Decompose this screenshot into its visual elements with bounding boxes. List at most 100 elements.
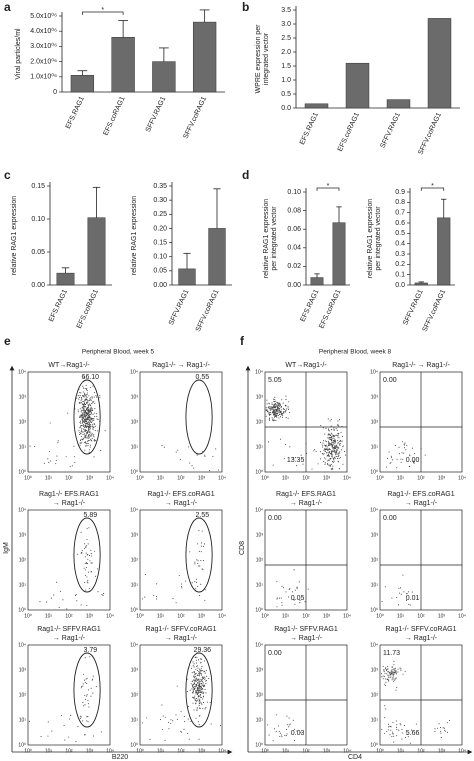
event-dot: [85, 433, 87, 435]
event-dot: [81, 419, 83, 421]
event-dot: [275, 405, 277, 407]
panel-label: c: [4, 168, 11, 182]
event-dot: [279, 402, 281, 404]
event-dot: [103, 592, 105, 595]
event-dot: [300, 731, 302, 733]
event-dot: [84, 442, 87, 444]
event-dot: [203, 676, 205, 678]
event-dot: [84, 681, 86, 683]
event-dot: [88, 413, 90, 415]
event-dot: [87, 415, 89, 417]
x-tick-label: 10¹: [45, 748, 53, 754]
event-dot: [332, 450, 334, 452]
y-tick-label: 10²: [371, 692, 379, 698]
event-dot: [273, 411, 275, 413]
event-dot: [196, 707, 198, 709]
event-dot: [104, 430, 106, 432]
event-dot: [392, 669, 394, 671]
event-dot: [424, 454, 426, 456]
event-dot: [200, 667, 202, 669]
event-dot: [80, 410, 82, 412]
x-tick-label: 10¹: [45, 613, 53, 619]
event-dot: [91, 421, 93, 423]
event-dot: [196, 665, 199, 667]
event-dot: [141, 598, 143, 600]
event-dot: [92, 678, 94, 680]
event-dot: [191, 688, 193, 690]
event-dot: [89, 404, 91, 406]
event-dot: [344, 451, 346, 453]
event-dot: [84, 574, 87, 576]
event-dot: [95, 396, 98, 398]
event-dot: [282, 412, 284, 414]
event-dot: [194, 680, 196, 683]
event-dot: [77, 395, 79, 397]
event-dot: [83, 401, 85, 403]
event-dot: [180, 711, 182, 713]
event-dot: [82, 391, 84, 393]
event-dot: [384, 675, 386, 677]
event-dot: [329, 434, 332, 437]
event-dot: [92, 423, 94, 425]
event-dot: [337, 424, 339, 426]
event-dot: [92, 413, 94, 415]
x-tick-label: 10⁰: [376, 475, 384, 481]
event-dot: [323, 460, 325, 463]
event-dot: [102, 594, 104, 596]
event-dot: [273, 403, 275, 405]
event-dot: [444, 730, 446, 732]
event-dot: [79, 717, 81, 719]
event-dot: [340, 456, 342, 459]
event-dot: [83, 428, 85, 430]
y-axis-label: relative RAG1 expression: [263, 199, 270, 278]
y-tick-label: 0.1: [395, 272, 405, 279]
event-dot: [382, 678, 384, 680]
event-dot: [101, 593, 103, 596]
event-dot: [86, 562, 88, 565]
event-dot: [271, 407, 273, 409]
event-dot: [330, 453, 332, 455]
y-tick-label: 0.3: [395, 251, 405, 258]
y-tick-label: 10⁰: [130, 469, 138, 475]
event-dot: [388, 679, 390, 681]
plot-title: → Rag1-/-: [290, 635, 323, 642]
event-dot: [202, 708, 204, 710]
event-dot: [91, 562, 93, 564]
event-dot: [408, 465, 410, 467]
event-dot: [87, 437, 89, 439]
event-dot: [180, 731, 182, 733]
y-tick-label: 10⁴: [255, 369, 263, 375]
bar: [111, 37, 135, 93]
event-dot: [280, 409, 282, 411]
event-dot: [86, 399, 88, 401]
event-dot: [172, 720, 174, 722]
bar: [345, 62, 370, 109]
event-dot: [196, 674, 198, 676]
event-dot: [327, 460, 329, 462]
quadrant-percent: 5.66: [406, 730, 420, 737]
event-dot: [288, 724, 290, 726]
event-dot: [392, 671, 394, 673]
event-dot: [339, 444, 341, 446]
event-dot: [269, 406, 271, 408]
event-dot: [194, 699, 196, 701]
event-dot: [192, 679, 195, 681]
y-tick-label: 10³: [256, 532, 264, 538]
event-dot: [193, 709, 195, 711]
y-tick-label: 10⁴: [130, 369, 138, 375]
event-dot: [387, 726, 389, 728]
y-tick-label: 10⁰: [370, 469, 378, 475]
bar: [152, 61, 176, 93]
x-tick-label: SFFV.coRAG1: [195, 289, 221, 333]
event-dot: [194, 680, 196, 682]
event-dot: [49, 422, 51, 424]
x-axis-label: CD4: [348, 754, 362, 761]
y-tick-label: 10³: [371, 394, 379, 400]
event-dot: [77, 411, 79, 413]
event-dot: [286, 724, 288, 726]
x-tick-label: 10⁰: [136, 613, 144, 619]
event-dot: [276, 581, 278, 583]
event-dot: [180, 586, 182, 588]
event-dot: [328, 442, 331, 444]
event-dot: [398, 587, 400, 589]
